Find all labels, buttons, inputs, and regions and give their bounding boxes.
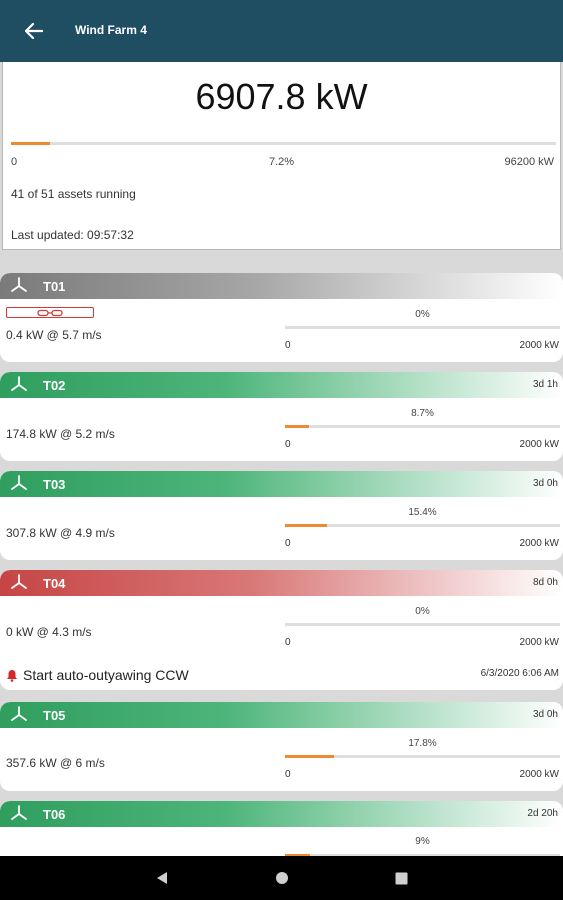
- turbine-scale-max: 2000 kW: [519, 769, 559, 780]
- turbine-progress-bar: [285, 425, 560, 428]
- farm-progress-bar: [11, 142, 556, 145]
- turbine-card-t05[interactable]: T05 3d 0h 357.6 kW @ 6 m/s 17.8% 0 2000 …: [0, 702, 563, 791]
- assets-running: 41 of 51 assets running: [11, 187, 136, 201]
- system-nav-bar: [0, 856, 563, 900]
- turbine-uptime: 3d 0h: [532, 709, 558, 720]
- turbine-uptime: 2d 20h: [527, 808, 558, 819]
- turbine-scale-max: 2000 kW: [519, 439, 559, 450]
- link-broken-icon: [6, 307, 94, 318]
- turbine-header: T01: [0, 273, 563, 299]
- turbine-progress-bar: [285, 326, 560, 329]
- turbine-icon: [11, 277, 27, 292]
- alarm-message[interactable]: Start auto-outyawing CCW: [6, 667, 189, 683]
- turbine-header: T03 3d 0h: [0, 471, 563, 497]
- turbine-header: T02 3d 1h: [0, 372, 563, 398]
- turbine-name: T05: [43, 708, 66, 723]
- turbine-header: T06 2d 20h: [0, 801, 563, 827]
- turbine-power: 307.8 kW @ 4.9 m/s: [6, 526, 115, 540]
- turbine-power: 0.4 kW @ 5.7 m/s: [6, 328, 102, 342]
- turbine-name: T01: [43, 279, 66, 294]
- turbine-progress-fill: [285, 524, 328, 527]
- turbine-scale-max: 2000 kW: [519, 637, 559, 648]
- turbine-icon: [11, 475, 27, 490]
- turbine-scale-max: 2000 kW: [519, 340, 559, 351]
- scale-max: 96200 kW: [504, 156, 554, 168]
- turbine-header: T04 8d 0h: [0, 570, 563, 596]
- turbine-percent: 9%: [415, 836, 430, 847]
- turbine-icon: [11, 805, 27, 820]
- turbine-name: T06: [43, 807, 66, 822]
- turbine-percent: 0%: [415, 606, 430, 617]
- farm-progress-fill: [11, 142, 51, 145]
- turbine-progress-fill: [285, 425, 309, 428]
- turbine-scale-min: 0: [285, 769, 291, 780]
- turbine-percent: 0%: [415, 309, 430, 320]
- turbine-card-t01[interactable]: T01 0.4 kW @ 5.7 m/s 0% 0 2000 kW: [0, 273, 563, 362]
- turbine-power: 357.6 kW @ 6 m/s: [6, 756, 105, 770]
- turbine-uptime: 3d 0h: [532, 478, 558, 489]
- turbine-percent: 17.8%: [408, 738, 437, 749]
- triangle-back-icon[interactable]: [152, 868, 172, 888]
- turbine-uptime: 8d 0h: [532, 577, 558, 588]
- scale-min: 0: [11, 156, 18, 168]
- turbine-card-t02[interactable]: T02 3d 1h 174.8 kW @ 5.2 m/s 8.7% 0 2000…: [0, 372, 563, 461]
- alarm-text: Start auto-outyawing CCW: [23, 667, 189, 683]
- turbine-progress-fill: [285, 854, 310, 857]
- turbine-icon: [11, 706, 27, 721]
- turbine-card-t04[interactable]: T04 8d 0h 0 kW @ 4.3 m/s 0% 0 2000 kW St…: [0, 570, 563, 690]
- turbine-scale-max: 2000 kW: [519, 538, 559, 549]
- scale-percent: 7.2%: [268, 156, 295, 168]
- turbine-progress-fill: [285, 755, 334, 758]
- page-title: Wind Farm 4: [75, 23, 147, 37]
- turbine-progress-bar: [285, 755, 560, 758]
- farm-summary-card: 6907.8 kW 0 7.2% 96200 kW 41 of 51 asset…: [2, 62, 561, 250]
- turbine-power: 0 kW @ 4.3 m/s: [6, 625, 92, 639]
- app-bar: Wind Farm 4: [0, 0, 563, 62]
- turbine-icon: [11, 574, 27, 589]
- total-power: 6907.8 kW: [195, 76, 368, 117]
- turbine-scale-min: 0: [285, 538, 291, 549]
- square-recents-icon[interactable]: [391, 868, 411, 888]
- alarm-time: 6/3/2020 6:06 AM: [480, 668, 559, 679]
- bell-icon: [7, 669, 17, 682]
- turbine-header: T05 3d 0h: [0, 702, 563, 728]
- turbine-uptime: 3d 1h: [532, 379, 558, 390]
- last-updated: Last updated: 09:57:32: [11, 228, 134, 242]
- turbine-progress-bar: [285, 854, 560, 857]
- turbine-scale-min: 0: [285, 439, 291, 450]
- turbine-progress-bar: [285, 524, 560, 527]
- turbine-card-t03[interactable]: T03 3d 0h 307.8 kW @ 4.9 m/s 15.4% 0 200…: [0, 471, 563, 560]
- turbine-scale-min: 0: [285, 637, 291, 648]
- circle-home-icon[interactable]: [272, 868, 292, 888]
- turbine-power: 174.8 kW @ 5.2 m/s: [6, 427, 115, 441]
- turbine-progress-bar: [285, 623, 560, 626]
- turbine-name: T02: [43, 378, 66, 393]
- turbine-percent: 8.7%: [411, 408, 434, 419]
- turbine-icon: [11, 376, 27, 391]
- turbine-scale-min: 0: [285, 340, 291, 351]
- turbine-percent: 15.4%: [408, 507, 437, 518]
- turbine-name: T04: [43, 576, 66, 591]
- turbine-name: T03: [43, 477, 66, 492]
- arrow-left-icon[interactable]: [20, 17, 48, 45]
